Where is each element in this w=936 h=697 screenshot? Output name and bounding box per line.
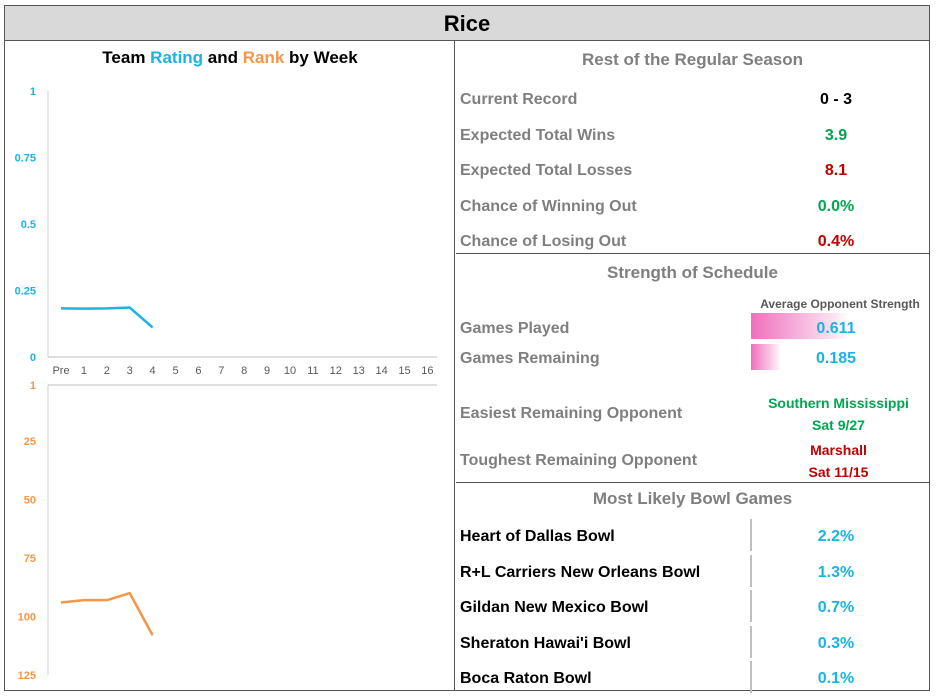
bowl-label: Heart of Dallas Bowl [460, 528, 615, 545]
week-tick-label: 5 [172, 365, 178, 377]
bowl-bar [750, 661, 752, 693]
page-title: Rice [5, 6, 929, 41]
week-tick-label: 1 [81, 365, 87, 377]
rating-tick-label: 0.25 [15, 286, 36, 298]
week-tick-label: 3 [127, 365, 133, 377]
chart-title-rank: Rank [242, 48, 285, 67]
schedule-heading: Strength of Schedule [607, 263, 778, 282]
rest-of-season-heading: Rest of the Regular Season [581, 50, 804, 69]
bowl-bar [750, 590, 752, 622]
bowl-bar [750, 626, 752, 658]
rating-tick-label: 1 [30, 86, 36, 98]
losing-out-value: 0.4% [817, 233, 855, 250]
week-tick-label: 4 [150, 365, 156, 377]
chart-title-rating: Rating [150, 48, 204, 67]
games-remaining-strength-bar [751, 344, 781, 370]
chart-panel: 1 0.75 0.5 0.25 0 Pre 1 2 3 4 5 6 7 8 9 10 11 12 13 14 15 16 1… [5, 41, 455, 690]
rating-tick-label: 0.5 [21, 219, 36, 231]
week-tick-label: 13 [353, 365, 365, 377]
bowl-value: 1.3% [817, 564, 855, 581]
rating-tick-label: 0 [30, 352, 36, 364]
rating-series-line [60, 306, 154, 329]
week-tick-label: 6 [195, 365, 201, 377]
expected-losses-value: 8.1 [824, 162, 848, 179]
games-played-label: Games Played [460, 320, 570, 337]
rank-tick-label: 50 [24, 495, 36, 507]
toughest-opponent-date: Sat 11/15 [808, 464, 869, 480]
expected-losses-label: Expected Total Losses [460, 162, 633, 179]
dashboard-frame: Rice 1 0.75 0.5 0.25 0 Pre 1 2 3 4 5 6 7 8 9 10 11 12 13 14… [4, 5, 930, 693]
rank-tick-label: 100 [18, 612, 36, 624]
current-record-label: Current Record [460, 91, 578, 108]
chart-title-prefix: Team [102, 48, 151, 67]
games-remaining-value: 0.185 [815, 350, 857, 367]
bowls-heading: Most Likely Bowl Games [592, 489, 793, 508]
section-divider [456, 482, 929, 483]
bowl-value: 2.2% [817, 528, 855, 545]
bowl-label: R+L Carriers New Orleans Bowl [460, 564, 701, 581]
rank-tick-label: 125 [18, 670, 36, 682]
week-tick-label: 9 [264, 365, 270, 377]
bowl-value: 0.1% [817, 670, 855, 687]
rank-tick-label: 1 [30, 380, 36, 392]
toughest-opponent-label: Toughest Remaining Opponent [460, 452, 698, 469]
week-tick-label: 2 [104, 365, 110, 377]
rating-tick-label: 0.75 [15, 153, 36, 165]
week-tick-label: 15 [398, 365, 410, 377]
winning-out-label: Chance of Winning Out [460, 198, 637, 215]
week-tick-label: Pre [52, 365, 69, 377]
bowl-bar [750, 555, 752, 587]
bowl-value: 0.7% [817, 599, 855, 616]
current-record-value: 0 - 3 [819, 91, 852, 108]
toughest-opponent-name: Marshall [810, 442, 867, 458]
games-remaining-label: Games Remaining [460, 350, 600, 367]
bowl-label: Gildan New Mexico Bowl [460, 599, 649, 616]
games-played-value: 0.611 [816, 320, 856, 337]
week-tick-label: 11 [307, 365, 318, 377]
bowl-value: 0.3% [817, 635, 855, 652]
losing-out-label: Chance of Losing Out [460, 233, 627, 250]
bowl-label: Sheraton Hawai'i Bowl [460, 635, 631, 652]
week-tick-label: 16 [421, 365, 433, 377]
winning-out-value: 0.0% [817, 198, 855, 215]
week-tick-label: 7 [218, 365, 224, 377]
easiest-opponent-name: Southern Mississippi [768, 395, 909, 411]
rank-series-line [60, 591, 154, 636]
bowl-label: Boca Raton Bowl [460, 670, 592, 687]
bowl-bar [750, 519, 752, 551]
easiest-opponent-date: Sat 9/27 [812, 417, 865, 433]
week-tick-label: 12 [330, 365, 342, 377]
week-tick-label: 8 [241, 365, 247, 377]
week-tick-label: 10 [284, 365, 296, 377]
chart-title-middle: and [203, 48, 243, 67]
section-divider [456, 253, 929, 254]
rank-tick-label: 25 [24, 436, 36, 448]
stats-panel: Rest of the Regular Season Current Recor… [456, 41, 929, 693]
rank-tick-label: 75 [24, 553, 36, 565]
opponent-strength-head: Average Opponent Strength [760, 297, 920, 311]
expected-wins-label: Expected Total Wins [460, 127, 616, 144]
games-played-strength-bar [751, 313, 849, 339]
week-tick-label: 14 [375, 365, 387, 377]
expected-wins-value: 3.9 [824, 127, 848, 144]
chart-title-suffix: by Week [284, 48, 358, 67]
chart-title: Team Rating and Rank by Week [5, 48, 455, 68]
easiest-opponent-label: Easiest Remaining Opponent [460, 405, 683, 422]
